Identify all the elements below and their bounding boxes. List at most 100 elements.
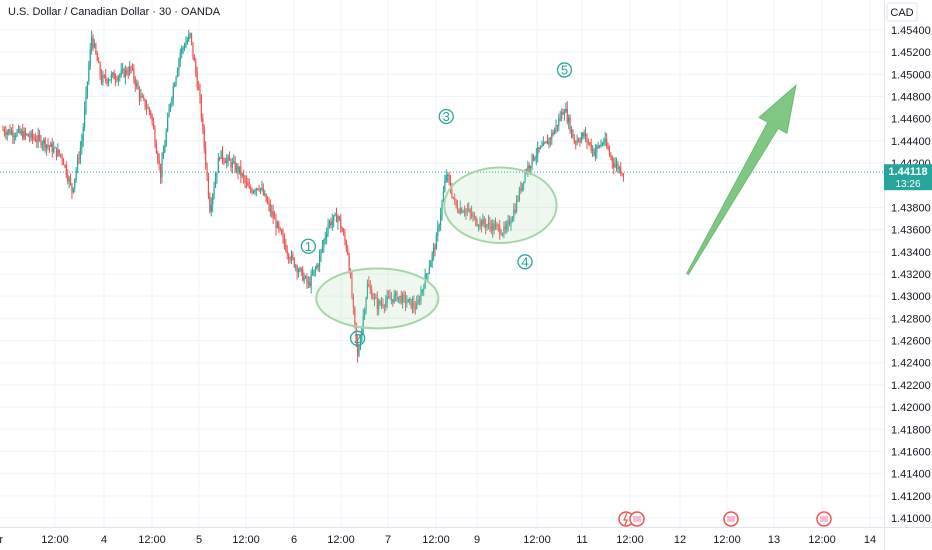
candle-body	[205, 147, 207, 166]
y-tick-label: 1.41800	[891, 424, 931, 436]
candle-body	[324, 237, 326, 241]
candle-body	[442, 191, 445, 202]
candle-body	[33, 137, 35, 139]
candle-body	[358, 348, 360, 356]
candle-body	[167, 117, 169, 132]
candle-body	[258, 189, 260, 191]
candle-body	[333, 215, 335, 222]
candle-body	[383, 306, 385, 308]
wave-number: 4	[521, 254, 528, 269]
candle-body	[587, 141, 589, 143]
candle-body	[337, 216, 339, 223]
candle-body	[86, 81, 89, 92]
candle-body	[252, 191, 255, 193]
candle-body	[165, 131, 167, 145]
y-tick-label: 1.41000	[891, 513, 931, 525]
candle-body	[95, 44, 97, 54]
candle-body	[393, 294, 395, 303]
candle-body	[451, 189, 453, 197]
candle-body	[504, 226, 506, 230]
candle-body	[221, 150, 224, 160]
candle-body	[334, 213, 336, 216]
y-tick-label: 1.44400	[891, 136, 931, 148]
candle-body	[13, 136, 15, 138]
candle-body	[85, 91, 87, 109]
candle-body	[399, 295, 401, 297]
candle-body	[264, 193, 266, 195]
candle-body	[556, 124, 559, 126]
candle-body	[228, 156, 231, 161]
candle-body	[348, 254, 350, 272]
candle-body	[349, 271, 352, 278]
candle-body	[51, 143, 53, 153]
candle-body	[265, 193, 267, 202]
candle-body	[489, 222, 491, 226]
candle-body	[387, 296, 390, 298]
candle-body	[243, 173, 245, 178]
candle-body	[335, 213, 338, 223]
x-axis: ar 12:00 4 12:00 5 12:00 6 12:00 7 12:00 9 12:00 11 1…	[0, 534, 876, 546]
candle-body	[530, 165, 532, 169]
candle-body	[438, 225, 440, 228]
candle-body	[279, 227, 281, 230]
candle-body	[290, 254, 293, 261]
event-flag	[727, 516, 735, 522]
candle-body	[546, 141, 549, 145]
candle-body	[140, 96, 142, 99]
candle-body	[372, 298, 374, 300]
candle-body	[131, 67, 134, 69]
candle-body	[341, 228, 343, 232]
flag-event-icon	[629, 511, 645, 527]
candle-body	[449, 181, 452, 190]
candle-body	[148, 107, 150, 112]
chart-title: U.S. Dollar / Canadian Dollar · 30 · OAN…	[8, 6, 221, 18]
candle-body	[154, 129, 156, 145]
candle-body	[9, 129, 11, 135]
candle-body	[158, 160, 160, 164]
current-price: 1.44118	[888, 166, 927, 178]
candle-body	[461, 208, 463, 213]
candle-body	[137, 83, 139, 90]
candle-body	[164, 144, 166, 153]
wave-label-5: 5	[556, 62, 573, 78]
candle-body	[485, 223, 487, 228]
candle-body	[535, 155, 537, 158]
candle-body	[248, 186, 250, 188]
candle-body	[99, 62, 101, 75]
y-tick-label: 1.42800	[891, 313, 931, 325]
candle-body	[344, 233, 346, 242]
candle-body	[307, 282, 309, 284]
candle-body	[382, 303, 384, 307]
candle-body	[285, 244, 287, 252]
candle-body	[103, 75, 105, 77]
candle-body	[572, 129, 574, 139]
candle-body	[37, 134, 39, 142]
candle-body	[82, 126, 84, 142]
x-tick-label: 12:00	[808, 534, 836, 546]
candle-body	[516, 199, 518, 213]
candle-body	[188, 35, 190, 41]
candle-body	[621, 173, 623, 175]
candle-body	[60, 154, 62, 156]
currency-button[interactable]: CAD	[886, 2, 918, 22]
candle-body	[20, 131, 22, 134]
candle-body	[114, 79, 117, 81]
candle-body	[136, 83, 138, 86]
candle-body	[269, 204, 271, 213]
candle-body	[74, 178, 76, 188]
candle-body	[157, 152, 159, 161]
candle-body	[174, 84, 176, 87]
candle-body	[517, 199, 519, 201]
candle-body	[91, 37, 93, 50]
candle-body	[105, 75, 107, 80]
x-tick-label: 9	[474, 534, 480, 546]
y-tick-label: 1.43000	[891, 291, 931, 303]
candle-body	[116, 79, 118, 81]
y-tick-label: 1.43800	[891, 202, 931, 214]
candle-body	[414, 307, 416, 309]
y-tick-label: 1.42200	[891, 380, 931, 392]
candle-body	[340, 218, 342, 229]
candle-body	[27, 134, 29, 137]
candle-body	[288, 254, 290, 259]
